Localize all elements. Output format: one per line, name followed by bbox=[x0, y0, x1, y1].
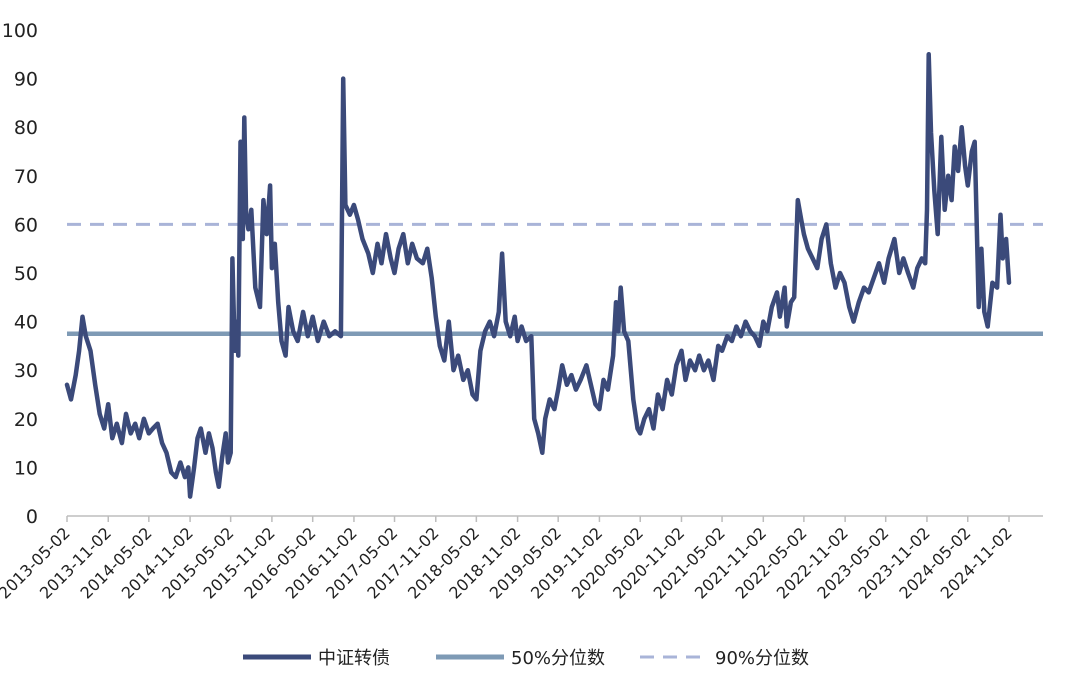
legend-label-median: 50%分位数 bbox=[511, 648, 605, 669]
y-axis-ticks: 0 10 20 30 40 50 60 70 80 90 100 bbox=[2, 20, 38, 528]
y-tick-label: 60 bbox=[14, 214, 38, 236]
y-tick-label: 40 bbox=[14, 312, 38, 334]
y-tick-label: 80 bbox=[14, 117, 38, 139]
x-axis-ticks: 2013-05-022013-11-022014-05-022014-11-02… bbox=[0, 516, 1016, 603]
y-tick-label: 100 bbox=[2, 20, 38, 42]
y-tick-label: 10 bbox=[14, 457, 38, 479]
y-tick-label: 0 bbox=[26, 506, 38, 528]
series-line bbox=[64, 52, 1012, 499]
y-tick-label: 90 bbox=[14, 69, 38, 91]
y-tick-label: 20 bbox=[14, 409, 38, 431]
legend-label-p90: 90%分位数 bbox=[715, 648, 809, 669]
y-tick-label: 30 bbox=[14, 360, 38, 382]
legend-label-main: 中证转债 bbox=[318, 648, 390, 669]
y-tick-label: 50 bbox=[14, 263, 38, 285]
legend: 中证转债 50%分位数 90%分位数 bbox=[243, 648, 809, 669]
y-tick-label: 70 bbox=[14, 166, 38, 188]
